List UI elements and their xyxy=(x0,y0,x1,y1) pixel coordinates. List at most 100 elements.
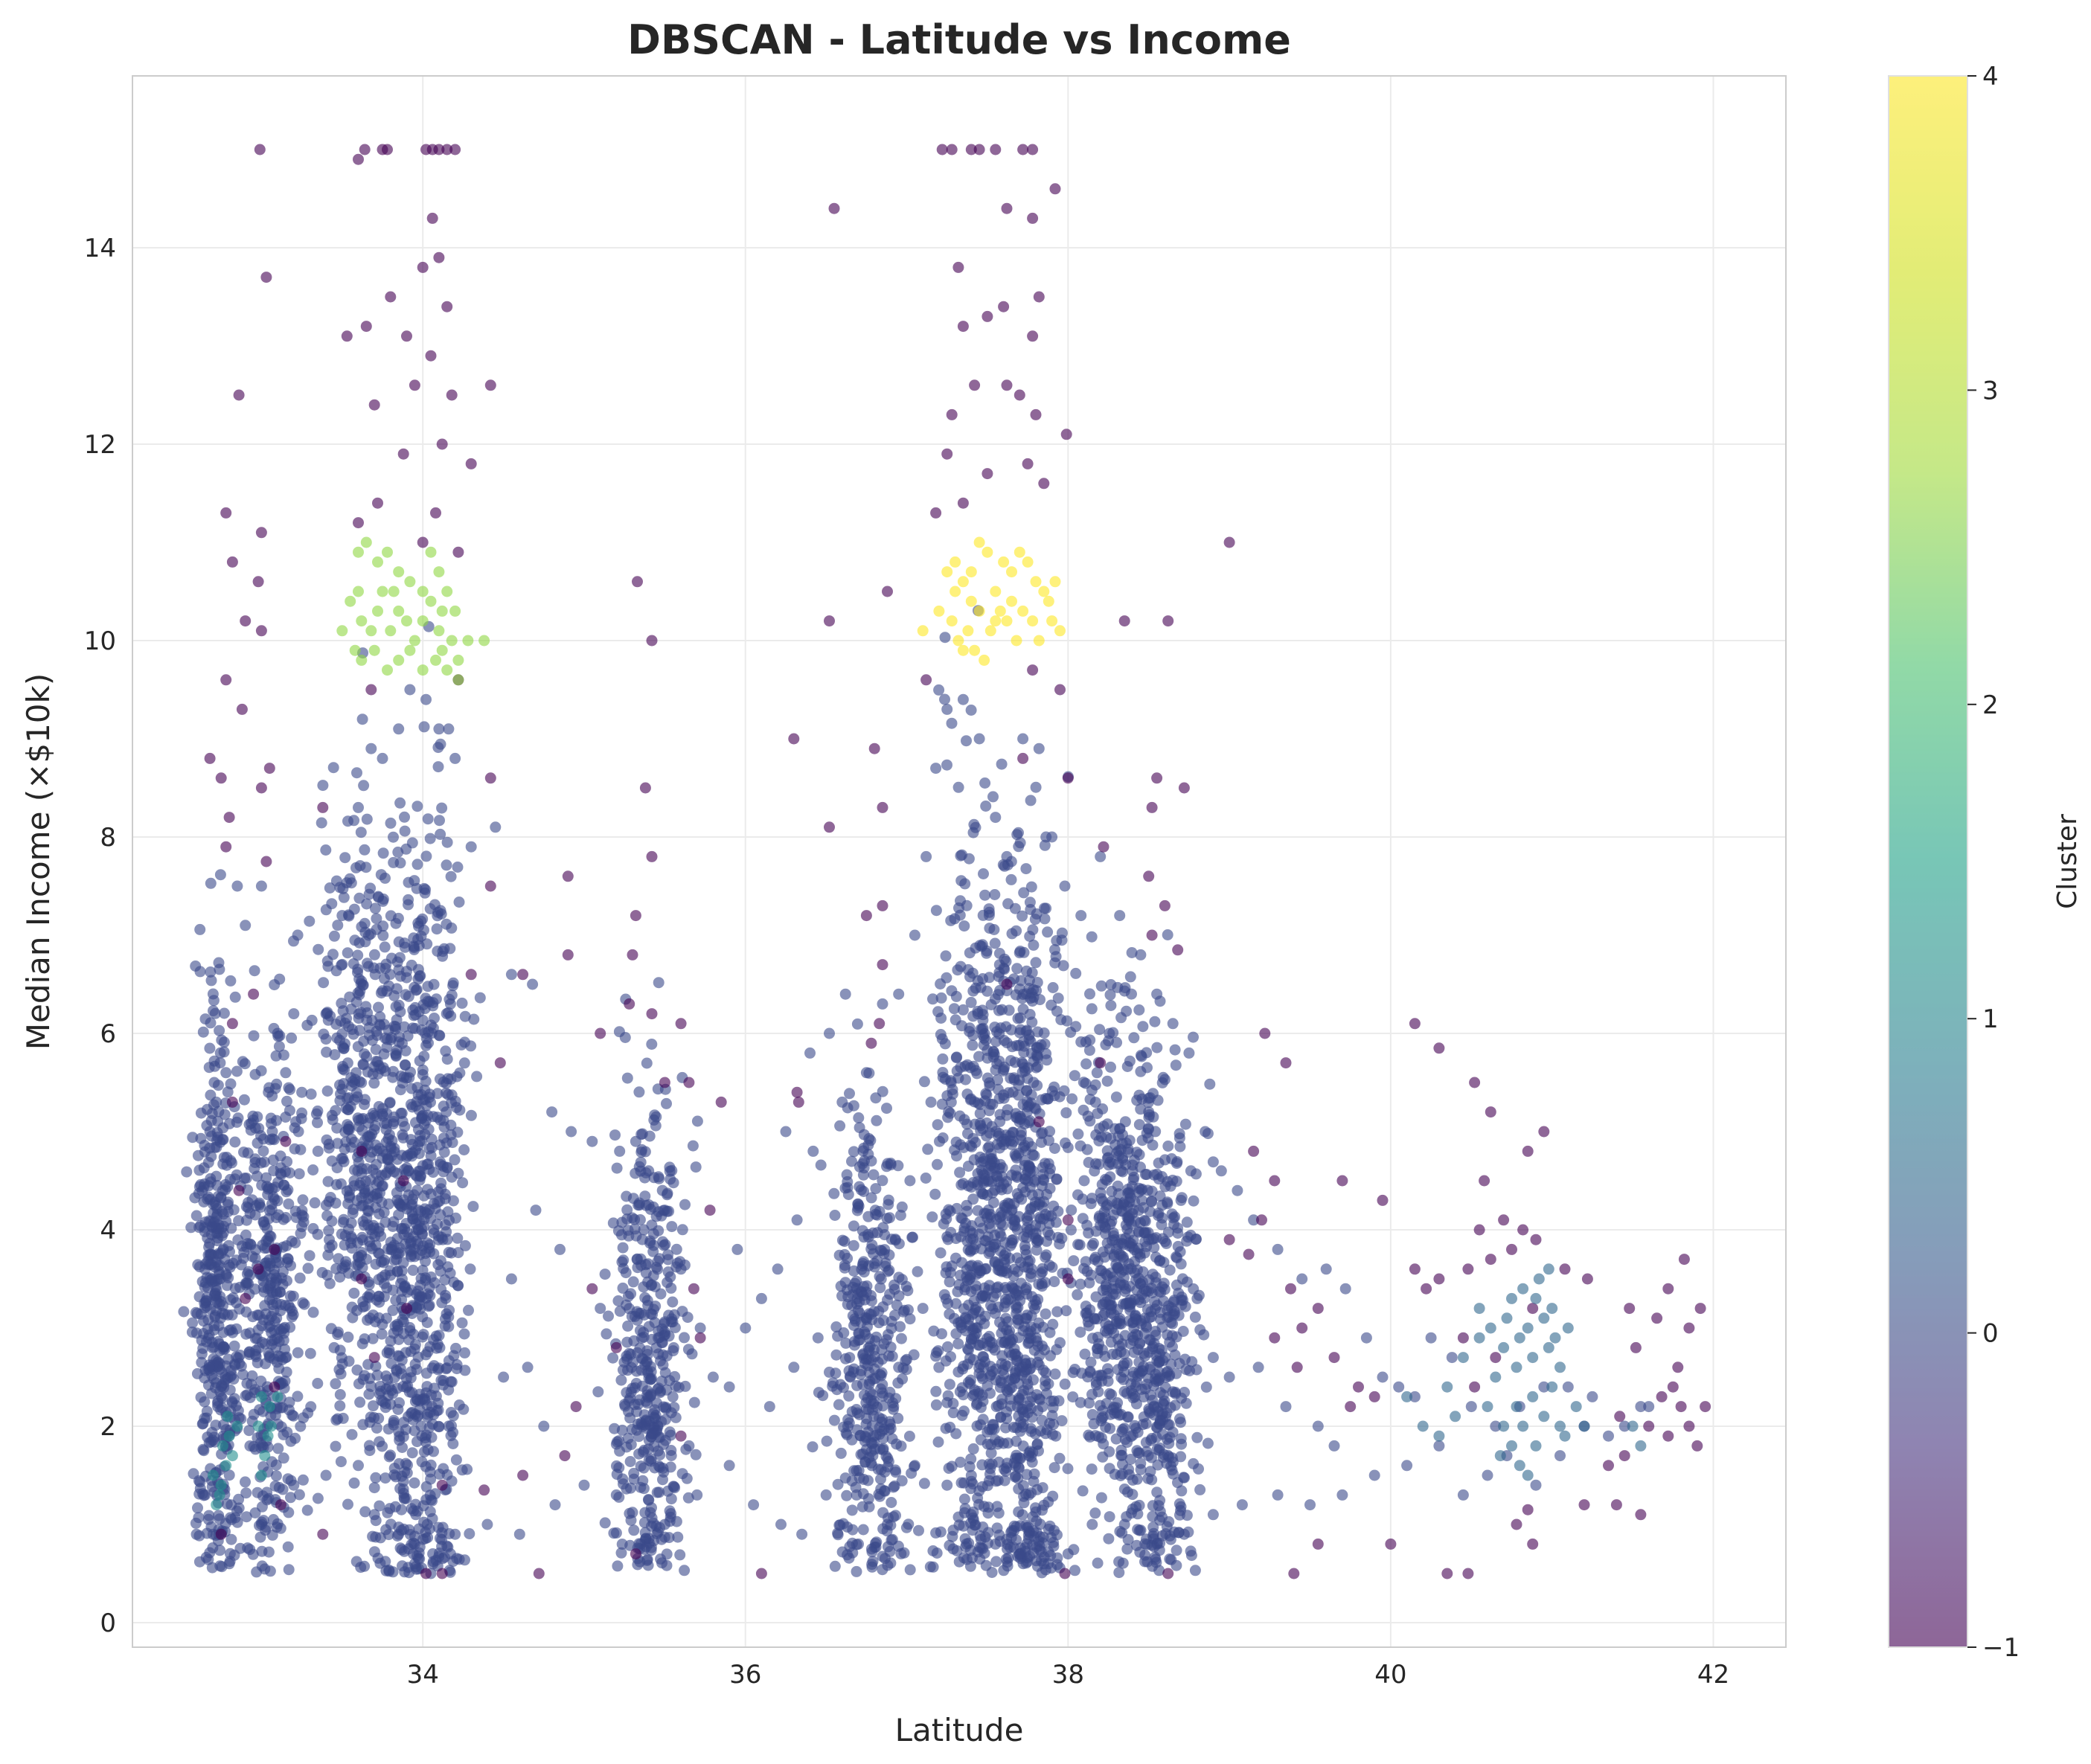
cluster-0-point xyxy=(380,1472,391,1484)
cluster-0-point xyxy=(224,1547,236,1559)
cluster-0-point xyxy=(209,1289,221,1300)
cluster-0-point xyxy=(1000,1422,1011,1434)
cluster-0-point xyxy=(1084,1115,1096,1127)
cluster-0-point xyxy=(913,1524,924,1536)
cluster-0-point xyxy=(1181,1216,1193,1228)
cluster-0-point xyxy=(1044,1126,1056,1138)
cluster-0-point xyxy=(354,1396,366,1408)
cluster-0-point xyxy=(214,1298,225,1310)
cluster-0-point xyxy=(464,1263,476,1275)
cluster-0-point xyxy=(952,1317,964,1329)
cluster-0-point xyxy=(971,1420,983,1432)
cluster-0-point xyxy=(1157,1355,1169,1367)
cluster-0-point xyxy=(193,1530,205,1542)
cluster-0-point xyxy=(1031,908,1043,920)
cluster-0-point xyxy=(638,1462,650,1474)
cluster-0-point xyxy=(964,1560,976,1572)
cluster-0-point xyxy=(1040,1428,1051,1440)
cluster-0-point xyxy=(377,1108,388,1120)
cluster-0-point xyxy=(406,837,418,849)
cluster-0-point xyxy=(637,1475,649,1486)
cluster-0-point xyxy=(388,831,399,843)
cluster-0-point xyxy=(1194,1484,1206,1495)
cluster-0-point xyxy=(364,1445,376,1457)
cluster-0-point xyxy=(978,868,989,879)
cluster-0-point xyxy=(288,935,299,947)
cluster-0-point xyxy=(274,973,286,985)
cluster-0-point xyxy=(958,920,970,932)
cluster-0-point xyxy=(321,1085,333,1097)
cluster-0-point xyxy=(1168,1219,1179,1231)
cluster-0-point xyxy=(1083,1277,1095,1289)
cluster-0-point xyxy=(967,985,979,997)
cluster-0-point xyxy=(346,1428,358,1440)
cluster-0-point xyxy=(304,915,316,927)
cluster-0-point xyxy=(458,1057,470,1069)
cluster-0-point xyxy=(945,914,957,926)
cluster-0-point xyxy=(444,1566,456,1578)
cluster-0-point xyxy=(995,1411,1007,1423)
cluster-0-point xyxy=(993,1093,1005,1105)
cluster-0-point xyxy=(1125,1507,1137,1519)
cluster-0-point xyxy=(848,1146,859,1158)
cluster-0-point xyxy=(452,1247,464,1259)
cluster-0-point xyxy=(978,1032,990,1044)
cluster-0-point xyxy=(331,1032,343,1044)
cluster-0-point xyxy=(1106,1185,1118,1197)
cluster-0-point xyxy=(1173,1498,1185,1510)
cluster-0-point xyxy=(976,1004,988,1016)
cluster-0-point xyxy=(1014,1110,1026,1122)
cluster-0-point xyxy=(1176,1299,1188,1311)
cluster-0-point xyxy=(1162,1300,1174,1312)
cluster-0-point xyxy=(435,828,446,840)
cluster-0-point xyxy=(870,1092,882,1104)
cluster-0-point xyxy=(1048,1524,1060,1536)
cluster-0-point xyxy=(890,1234,901,1246)
cluster-0-point xyxy=(1069,1565,1080,1577)
cluster-0-point xyxy=(615,1374,627,1386)
cluster-0-point xyxy=(1011,1435,1022,1447)
cluster-0-point xyxy=(625,1439,637,1451)
cluster-0-point xyxy=(982,985,993,997)
cluster-0-point xyxy=(286,1032,298,1044)
cluster-0-point xyxy=(869,1373,881,1385)
cluster-0-point xyxy=(205,966,217,978)
cluster-0-point xyxy=(658,1466,670,1478)
cluster-0-point xyxy=(851,1489,862,1501)
cluster-0-point xyxy=(1099,1251,1110,1263)
cluster-0-point xyxy=(930,1399,942,1411)
cluster-0-point xyxy=(978,1361,989,1373)
cluster-0-point xyxy=(958,1405,970,1417)
cluster-0-point xyxy=(599,1269,611,1280)
cluster-0-point xyxy=(690,1449,702,1460)
cluster-0-point xyxy=(676,1224,688,1236)
cluster-0-point xyxy=(400,1347,412,1359)
cluster-0-point xyxy=(935,978,947,990)
cluster-0-point xyxy=(450,1454,462,1466)
cluster-0-point xyxy=(396,1504,407,1516)
cluster-0-point xyxy=(305,1088,317,1100)
cluster-0-point xyxy=(193,1512,205,1524)
cluster-0-point xyxy=(1004,1542,1016,1553)
cluster-0-point xyxy=(214,963,225,975)
cluster-0-point xyxy=(239,1058,251,1070)
cluster-0-point xyxy=(1153,1255,1165,1267)
cluster-0-point xyxy=(875,1473,886,1485)
cluster-0-point xyxy=(660,1414,671,1425)
cluster-0-point xyxy=(258,1156,270,1168)
cluster-0-point xyxy=(1072,1128,1084,1140)
cluster-0-point xyxy=(879,1244,891,1256)
cluster-0-point xyxy=(388,1143,400,1154)
cluster-0-point xyxy=(301,1504,313,1516)
cluster-0-point xyxy=(972,1546,984,1558)
cluster-0-point xyxy=(977,1014,989,1026)
cluster-0-point xyxy=(273,1041,285,1052)
cluster-0-point xyxy=(996,1184,1008,1196)
cluster-0-point xyxy=(199,1298,211,1309)
cluster-0-point xyxy=(1056,1415,1068,1427)
cluster-0-point xyxy=(1101,1075,1113,1087)
cluster-0-point xyxy=(1012,1013,1024,1024)
cluster-0-point xyxy=(976,1459,988,1471)
cluster-0-point xyxy=(1081,1144,1093,1155)
cluster-0-point xyxy=(653,1173,665,1184)
